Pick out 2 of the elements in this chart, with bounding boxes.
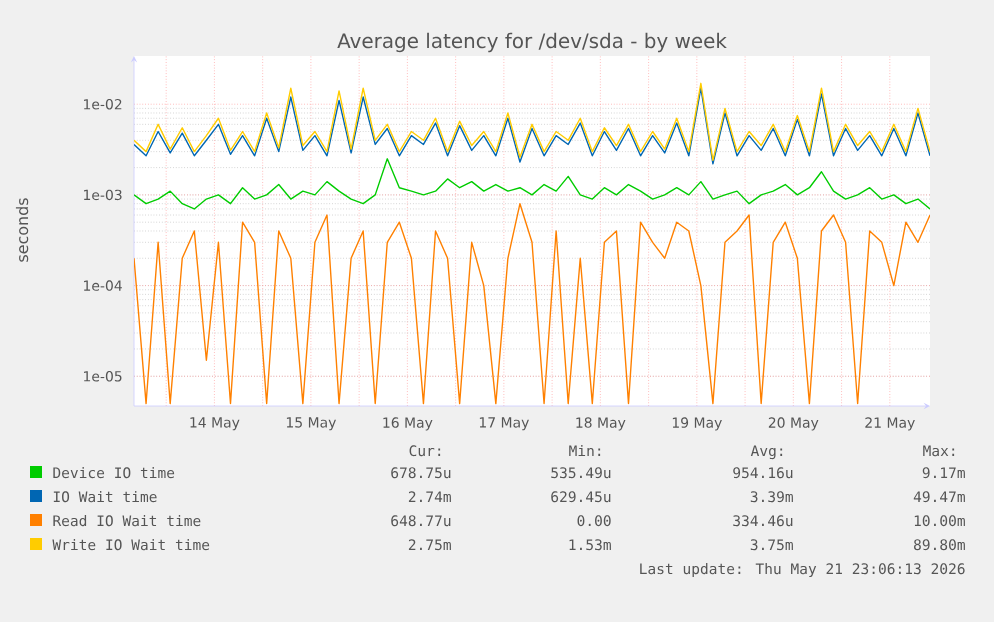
chart-title: Average latency for /dev/sda - by week	[337, 32, 727, 53]
line-series	[134, 158, 931, 210]
